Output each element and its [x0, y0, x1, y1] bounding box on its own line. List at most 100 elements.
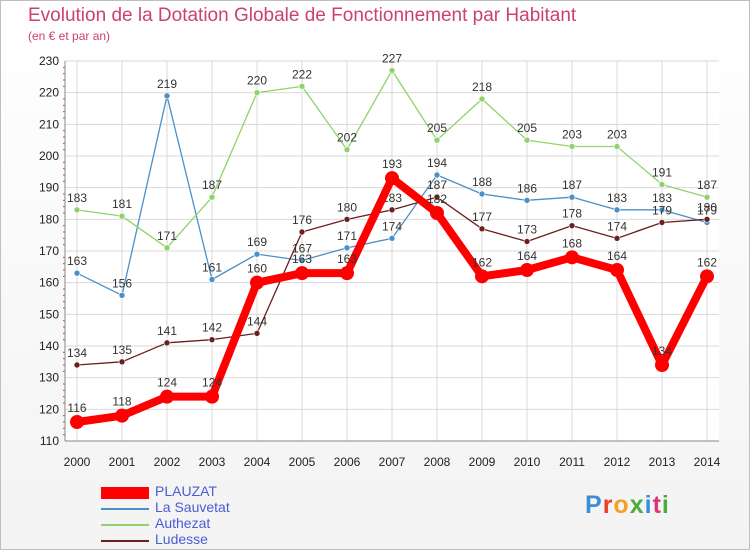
- data-label-ludesse: 144: [247, 314, 267, 328]
- data-point-la-sauvetat: [118, 292, 126, 299]
- y-tick-label: 130: [39, 371, 59, 385]
- data-point-plauzat: [205, 389, 219, 404]
- data-label-plauzat: 134: [652, 344, 672, 358]
- data-label-plauzat: 164: [607, 249, 627, 263]
- legend-swatch-authezat: [101, 524, 149, 526]
- data-label-la-sauvetat: 187: [562, 178, 582, 192]
- data-label-la-sauvetat: 171: [337, 229, 357, 243]
- logo-letter: x: [629, 491, 645, 519]
- data-label-authezat: 205: [517, 121, 537, 135]
- data-label-authezat: 220: [247, 74, 267, 88]
- data-point-plauzat: [340, 266, 354, 281]
- data-point-plauzat: [520, 263, 534, 277]
- data-label-authezat: 203: [562, 128, 582, 142]
- y-tick-label: 120: [39, 402, 59, 416]
- data-point-ludesse: [658, 219, 666, 226]
- data-point-ludesse: [523, 238, 531, 245]
- legend-swatch-la-sauvetat: [101, 508, 149, 510]
- data-label-ludesse: 141: [157, 324, 177, 338]
- y-tick-label: 220: [39, 86, 59, 100]
- data-point-plauzat: [610, 263, 624, 277]
- data-point-la-sauvetat: [613, 206, 621, 214]
- data-label-la-sauvetat: 188: [472, 175, 492, 189]
- data-point-authezat: [478, 95, 486, 103]
- data-point-plauzat: [655, 358, 669, 372]
- data-point-la-sauvetat: [298, 257, 306, 264]
- data-point-plauzat: [475, 269, 489, 284]
- data-point-plauzat: [430, 206, 444, 220]
- data-label-plauzat: 124: [157, 376, 177, 390]
- data-point-authezat: [568, 143, 576, 150]
- data-label-ludesse: 187: [427, 178, 447, 192]
- data-point-la-sauvetat: [388, 235, 396, 242]
- data-point-ludesse: [163, 339, 171, 347]
- x-tick-label: 2002: [154, 455, 181, 469]
- data-point-ludesse: [703, 216, 711, 223]
- data-point-la-sauvetat: [73, 269, 81, 277]
- data-point-authezat: [523, 136, 531, 144]
- data-point-authezat: [433, 136, 441, 144]
- data-point-authezat: [118, 212, 126, 220]
- data-point-authezat: [208, 193, 216, 201]
- data-point-ludesse: [253, 330, 261, 337]
- chart-subtitle: (en € et par an): [28, 29, 111, 43]
- data-label-plauzat: 168: [562, 236, 582, 250]
- data-point-plauzat: [160, 389, 174, 404]
- logo-letter: r: [602, 491, 614, 519]
- data-label-authezat: 191: [652, 166, 672, 180]
- data-point-authezat: [163, 244, 171, 252]
- data-point-authezat: [343, 146, 351, 153]
- data-label-plauzat: 116: [67, 401, 86, 415]
- logo-letter: i: [644, 491, 653, 519]
- data-label-ludesse: 180: [697, 200, 717, 214]
- legend-label-plauzat: PLAUZAT: [155, 483, 217, 499]
- data-label-la-sauvetat: 156: [112, 276, 132, 290]
- data-point-authezat: [73, 206, 81, 214]
- data-point-la-sauvetat: [343, 244, 351, 252]
- x-tick-label: 2004: [244, 455, 271, 469]
- data-point-ludesse: [118, 358, 126, 366]
- data-point-la-sauvetat: [433, 171, 441, 179]
- data-label-authezat: 171: [157, 229, 177, 243]
- x-tick-label: 2005: [289, 455, 316, 469]
- data-point-ludesse: [388, 206, 396, 214]
- y-tick-label: 140: [39, 339, 59, 353]
- data-label-ludesse: 173: [517, 223, 537, 237]
- data-point-plauzat: [385, 171, 399, 186]
- legend-label-authezat: Authezat: [155, 515, 211, 531]
- data-point-ludesse: [433, 193, 441, 201]
- data-label-ludesse: 176: [292, 213, 312, 227]
- data-label-authezat: 181: [112, 197, 132, 211]
- data-point-ludesse: [208, 336, 216, 343]
- legend-label-ludesse: Ludesse: [155, 531, 208, 547]
- data-label-plauzat: 164: [517, 249, 537, 263]
- data-label-authezat: 203: [607, 128, 627, 142]
- y-tick-label: 230: [39, 54, 59, 68]
- x-tick-label: 2011: [559, 455, 585, 469]
- data-label-authezat: 227: [382, 52, 402, 66]
- logo-letter: P: [585, 491, 603, 519]
- data-point-plauzat: [115, 408, 129, 423]
- data-point-la-sauvetat: [208, 276, 216, 283]
- data-point-la-sauvetat: [658, 206, 666, 214]
- data-label-ludesse: 180: [337, 200, 357, 214]
- data-label-la-sauvetat: 183: [652, 191, 672, 205]
- x-tick-label: 2010: [514, 455, 541, 469]
- data-point-la-sauvetat: [523, 197, 531, 204]
- data-label-ludesse: 179: [652, 204, 672, 218]
- data-point-authezat: [388, 67, 396, 74]
- legend-label-la-sauvetat: La Sauvetat: [155, 499, 230, 515]
- data-label-la-sauvetat: 174: [382, 219, 402, 233]
- data-point-authezat: [253, 89, 261, 96]
- logo-letter: t: [652, 491, 662, 519]
- y-tick-label: 170: [39, 244, 59, 258]
- data-point-plauzat: [70, 415, 84, 429]
- data-point-plauzat: [250, 275, 264, 290]
- data-label-plauzat: 163: [337, 252, 357, 266]
- data-label-ludesse: 177: [472, 210, 492, 224]
- data-label-la-sauvetat: 167: [292, 242, 312, 256]
- data-label-plauzat: 160: [247, 262, 267, 276]
- x-tick-label: 2012: [604, 455, 631, 469]
- data-label-authezat: 205: [427, 121, 447, 135]
